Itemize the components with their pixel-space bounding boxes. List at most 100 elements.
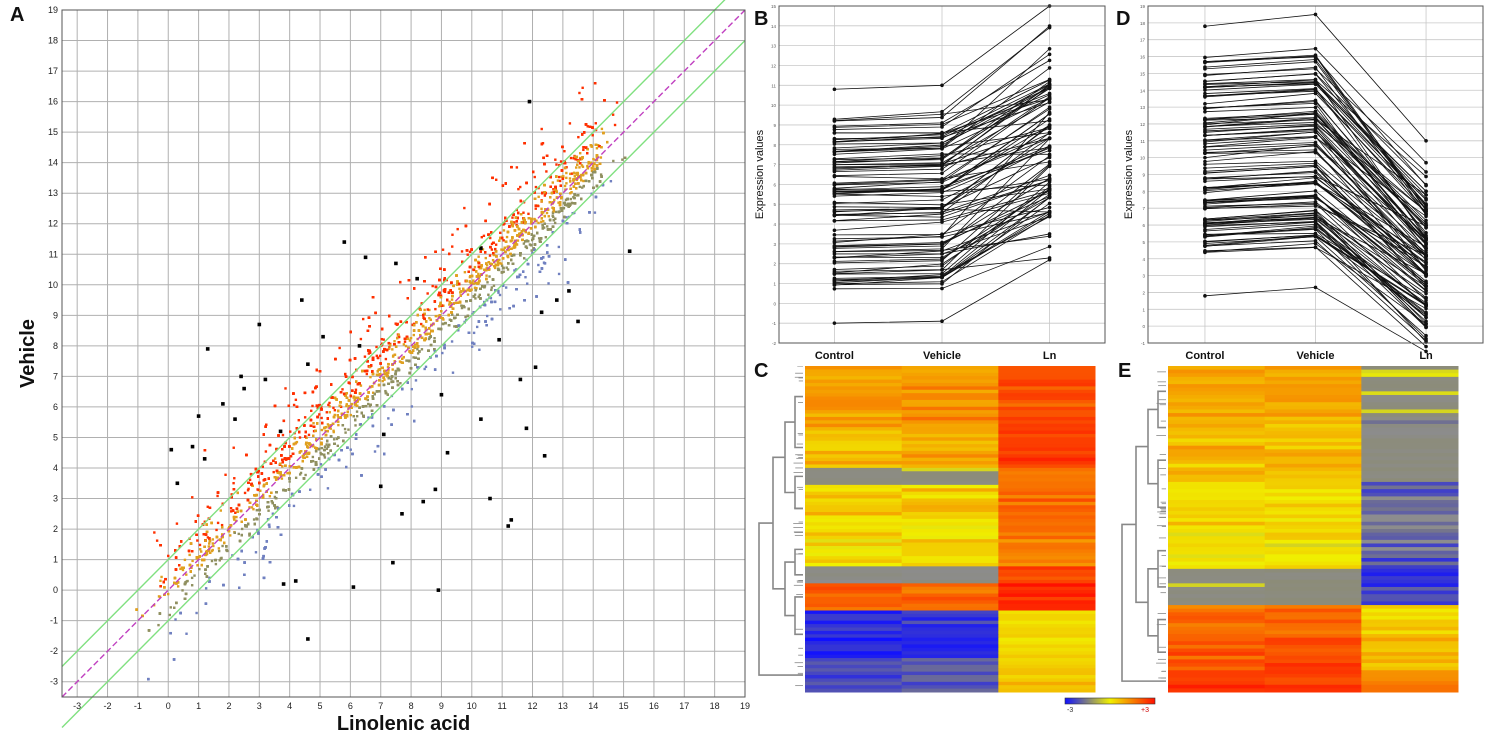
scatter-point [280,477,284,480]
scatter-point [420,322,423,326]
scatter-point [365,372,369,376]
scatter-point [168,613,171,617]
scatter-point [247,487,250,491]
y-tick-label: 2 [53,524,58,534]
scatter-point [473,265,477,269]
scatter-point [218,559,221,562]
scatter-point [288,480,291,483]
scatter-point [382,338,385,341]
scatter-point [533,217,536,221]
scatter-point [328,401,331,405]
scatter-point [217,547,221,550]
scatter-point [473,293,477,296]
scatter-point [545,211,549,215]
scatter-point [534,185,538,189]
scatter-point [559,160,563,163]
scatter-point [196,539,199,542]
scatter-point [568,177,572,180]
scatter-point [183,558,187,562]
scatter-point [454,301,457,305]
scatter-point [248,478,252,481]
scatter-point [489,236,492,240]
scatter-point [582,148,585,152]
scatter-point [557,175,561,179]
scatter-point [393,360,396,363]
scatter-point [463,271,467,274]
scatter-point [490,288,493,292]
scatter-point [523,257,526,260]
scatter-point [237,532,240,536]
scatter-point [302,453,305,457]
scatter-point [490,286,494,289]
scatter-point [389,342,392,346]
x-tick-label: 2 [226,701,231,711]
scatter-point [273,495,277,499]
scatter-point [159,579,162,583]
scatter-point [320,428,324,432]
scatter-point [540,207,543,211]
scatter-point [220,523,224,527]
scatter-point [349,413,353,417]
panel-label-e: E [1118,360,1132,382]
scatter-point [591,134,594,137]
y-tick-label: 10 [48,280,58,290]
scatter-point [229,534,232,537]
scatter-point [558,179,562,183]
scatter-point [230,510,233,513]
scatter-point [475,325,479,329]
scatter-point [441,351,444,355]
y-tick-label: -3 [50,677,58,687]
scatter-point [333,409,337,412]
scatter-point [424,365,428,369]
scatter-point [451,313,454,316]
scatter-point [328,405,331,408]
scatter-point [216,521,220,525]
scatter-point [216,494,219,498]
scatter-point [387,362,390,366]
scatter-point [410,351,414,355]
scatter-point [410,405,414,408]
scatter-point [224,473,227,477]
scatter-point [298,436,302,439]
scatter-point [384,357,388,361]
y-tick-label: 1 [53,555,58,565]
scatter-point [557,201,560,204]
scatter-point [534,207,537,210]
scatter-point [166,592,170,596]
scatter-point [254,551,258,554]
scatter-point [404,344,408,348]
scatter-point [537,221,540,225]
scatter-point [383,378,386,381]
scatter-point [390,380,393,384]
scatter-point [180,566,184,569]
scatter-point [515,223,518,227]
scatter-point [551,231,555,234]
scatter-point [199,548,202,551]
scatter-point [416,348,419,351]
scatter-point [294,398,298,402]
scatter-point [347,428,350,431]
scatter-point [463,206,466,210]
scatter-point [469,281,472,285]
scatter-point [482,234,486,238]
scatter-point [428,308,431,312]
scatter-point [531,251,534,255]
y-tick-label: 3 [53,494,58,504]
scatter-point [448,300,451,304]
scatter-point [575,166,578,169]
scatter-point [556,179,560,182]
scatter-point [169,606,172,609]
scatter-point [375,354,379,358]
scatter-point [332,406,335,410]
scatter-point [318,413,321,416]
scatter-point [450,340,454,343]
scatter-point [587,160,590,164]
scatter-point [506,268,510,271]
y-tick-label: 15 [48,127,58,137]
scatter-point [581,165,585,168]
scatter-point [428,336,431,339]
scatter-point [512,221,516,224]
scatter-point [472,268,475,271]
scatter-point [255,509,259,512]
scatter-point [262,493,265,497]
